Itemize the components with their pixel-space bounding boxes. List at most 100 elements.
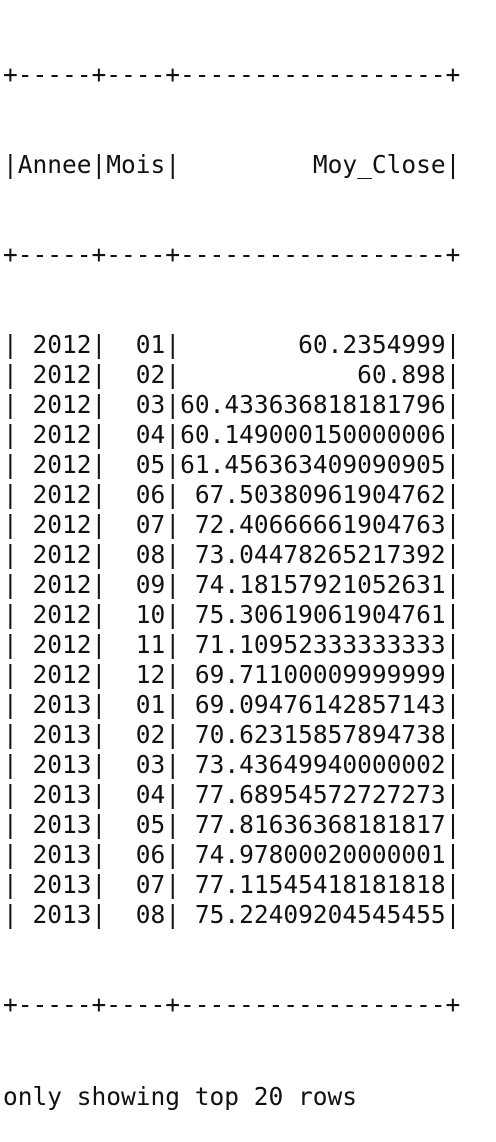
cell-annee: 2012: [17, 390, 92, 419]
column-separator: |: [445, 150, 461, 179]
cell-annee: 2012: [17, 540, 92, 569]
column-separator: |: [91, 900, 107, 929]
table-row: | 2013| 07| 77.11545418181818|: [3, 870, 496, 900]
column-separator: |: [445, 750, 461, 779]
cell-annee: 2013: [17, 750, 92, 779]
cell-mois: 10: [106, 600, 166, 629]
column-separator: |: [165, 540, 181, 569]
table-row: | 2012| 06| 67.50380961904762|: [3, 480, 496, 510]
table-header-border: +-----+----+------------------+: [3, 240, 461, 269]
cell-moy-close: 69.09476142857143: [180, 690, 446, 719]
cell-moy-close: 69.71100009999999: [180, 660, 446, 689]
cell-moy-close: 72.40666661904763: [180, 510, 446, 539]
cell-moy-close: 67.50380961904762: [180, 480, 446, 509]
column-separator: |: [165, 780, 181, 809]
column-separator: |: [165, 480, 181, 509]
column-separator: |: [91, 720, 107, 749]
column-separator: |: [3, 780, 18, 809]
column-separator: |: [91, 510, 107, 539]
cell-mois: 05: [106, 450, 166, 479]
column-separator: |: [3, 840, 18, 869]
column-separator: |: [165, 900, 181, 929]
cell-annee: 2013: [17, 840, 92, 869]
column-separator: |: [3, 870, 18, 899]
column-separator: |: [165, 660, 181, 689]
cell-mois: 03: [106, 390, 166, 419]
column-separator: |: [3, 450, 18, 479]
column-separator: |: [445, 870, 461, 899]
column-separator: |: [91, 690, 107, 719]
column-separator: |: [445, 810, 461, 839]
row-count-footer: only showing top 20 rows: [3, 1082, 358, 1111]
cell-annee: 2013: [17, 720, 92, 749]
column-separator: |: [3, 510, 18, 539]
column-separator: |: [165, 840, 181, 869]
cell-annee: 2012: [17, 330, 92, 359]
cell-mois: 07: [106, 510, 166, 539]
column-separator: |: [91, 570, 107, 599]
column-separator: |: [91, 870, 107, 899]
table-body: | 2012| 01| 60.2354999| | 2012| 02| 60.89…: [3, 330, 496, 930]
cell-moy-close: 77.11545418181818: [180, 870, 446, 899]
cell-mois: 06: [106, 480, 166, 509]
column-separator: |: [91, 600, 107, 629]
cell-mois: 11: [106, 630, 166, 659]
cell-annee: 2013: [17, 690, 92, 719]
cell-annee: 2012: [17, 660, 92, 689]
column-separator: |: [3, 810, 18, 839]
table-bottom-border: +-----+----+------------------+: [3, 990, 461, 1019]
table-header-row: |Annee|Mois| Moy_Close|: [3, 150, 496, 180]
cell-annee: 2012: [17, 630, 92, 659]
cell-annee: 2012: [17, 360, 92, 389]
cell-annee: 2012: [17, 420, 92, 449]
cell-annee: 2012: [17, 480, 92, 509]
table-row: | 2013| 01| 69.09476142857143|: [3, 690, 496, 720]
cell-moy-close: 77.68954572727273: [180, 780, 446, 809]
column-separator: |: [445, 450, 461, 479]
column-separator: |: [165, 390, 181, 419]
cell-moy-close: 60.2354999: [180, 330, 446, 359]
header-cell-mois: Mois: [106, 150, 166, 179]
column-separator: |: [445, 330, 461, 359]
column-separator: |: [165, 510, 181, 539]
column-separator: |: [3, 390, 18, 419]
column-separator: |: [3, 150, 18, 179]
column-separator: |: [3, 720, 18, 749]
column-separator: |: [3, 660, 18, 689]
header-cell-moy-close: Moy_Close: [180, 150, 446, 179]
column-separator: |: [91, 360, 107, 389]
table-top-border: +-----+----+------------------+: [3, 60, 461, 89]
column-separator: |: [91, 420, 107, 449]
table-row: | 2012| 07| 72.40666661904763|: [3, 510, 496, 540]
table-row: | 2012| 10| 75.30619061904761|: [3, 600, 496, 630]
column-separator: |: [3, 630, 18, 659]
table-row: | 2013| 04| 77.68954572727273|: [3, 780, 496, 810]
table-row: | 2013| 03| 73.43649940000002|: [3, 750, 496, 780]
cell-moy-close: 77.81636368181817: [180, 810, 446, 839]
column-separator: |: [445, 660, 461, 689]
cell-moy-close: 75.30619061904761: [180, 600, 446, 629]
column-separator: |: [3, 570, 18, 599]
table-row: | 2013| 05| 77.81636368181817|: [3, 810, 496, 840]
cell-mois: 05: [106, 810, 166, 839]
column-separator: |: [165, 360, 181, 389]
table-row: | 2012| 12| 69.71100009999999|: [3, 660, 496, 690]
column-separator: |: [3, 900, 18, 929]
column-separator: |: [445, 360, 461, 389]
cell-moy-close: 70.62315857894738: [180, 720, 446, 749]
column-separator: |: [445, 780, 461, 809]
cell-annee: 2013: [17, 810, 92, 839]
cell-annee: 2013: [17, 780, 92, 809]
column-separator: |: [3, 600, 18, 629]
table-row: | 2013| 06| 74.97800020000001|: [3, 840, 496, 870]
cell-annee: 2013: [17, 870, 92, 899]
column-separator: |: [445, 420, 461, 449]
column-separator: |: [165, 690, 181, 719]
column-separator: |: [165, 450, 181, 479]
column-separator: |: [165, 330, 181, 359]
table-row: | 2012| 09| 74.18157921052631|: [3, 570, 496, 600]
column-separator: |: [165, 630, 181, 659]
table-row: | 2012| 05|61.456363409090905|: [3, 450, 496, 480]
column-separator: |: [165, 750, 181, 779]
cell-mois: 02: [106, 360, 166, 389]
